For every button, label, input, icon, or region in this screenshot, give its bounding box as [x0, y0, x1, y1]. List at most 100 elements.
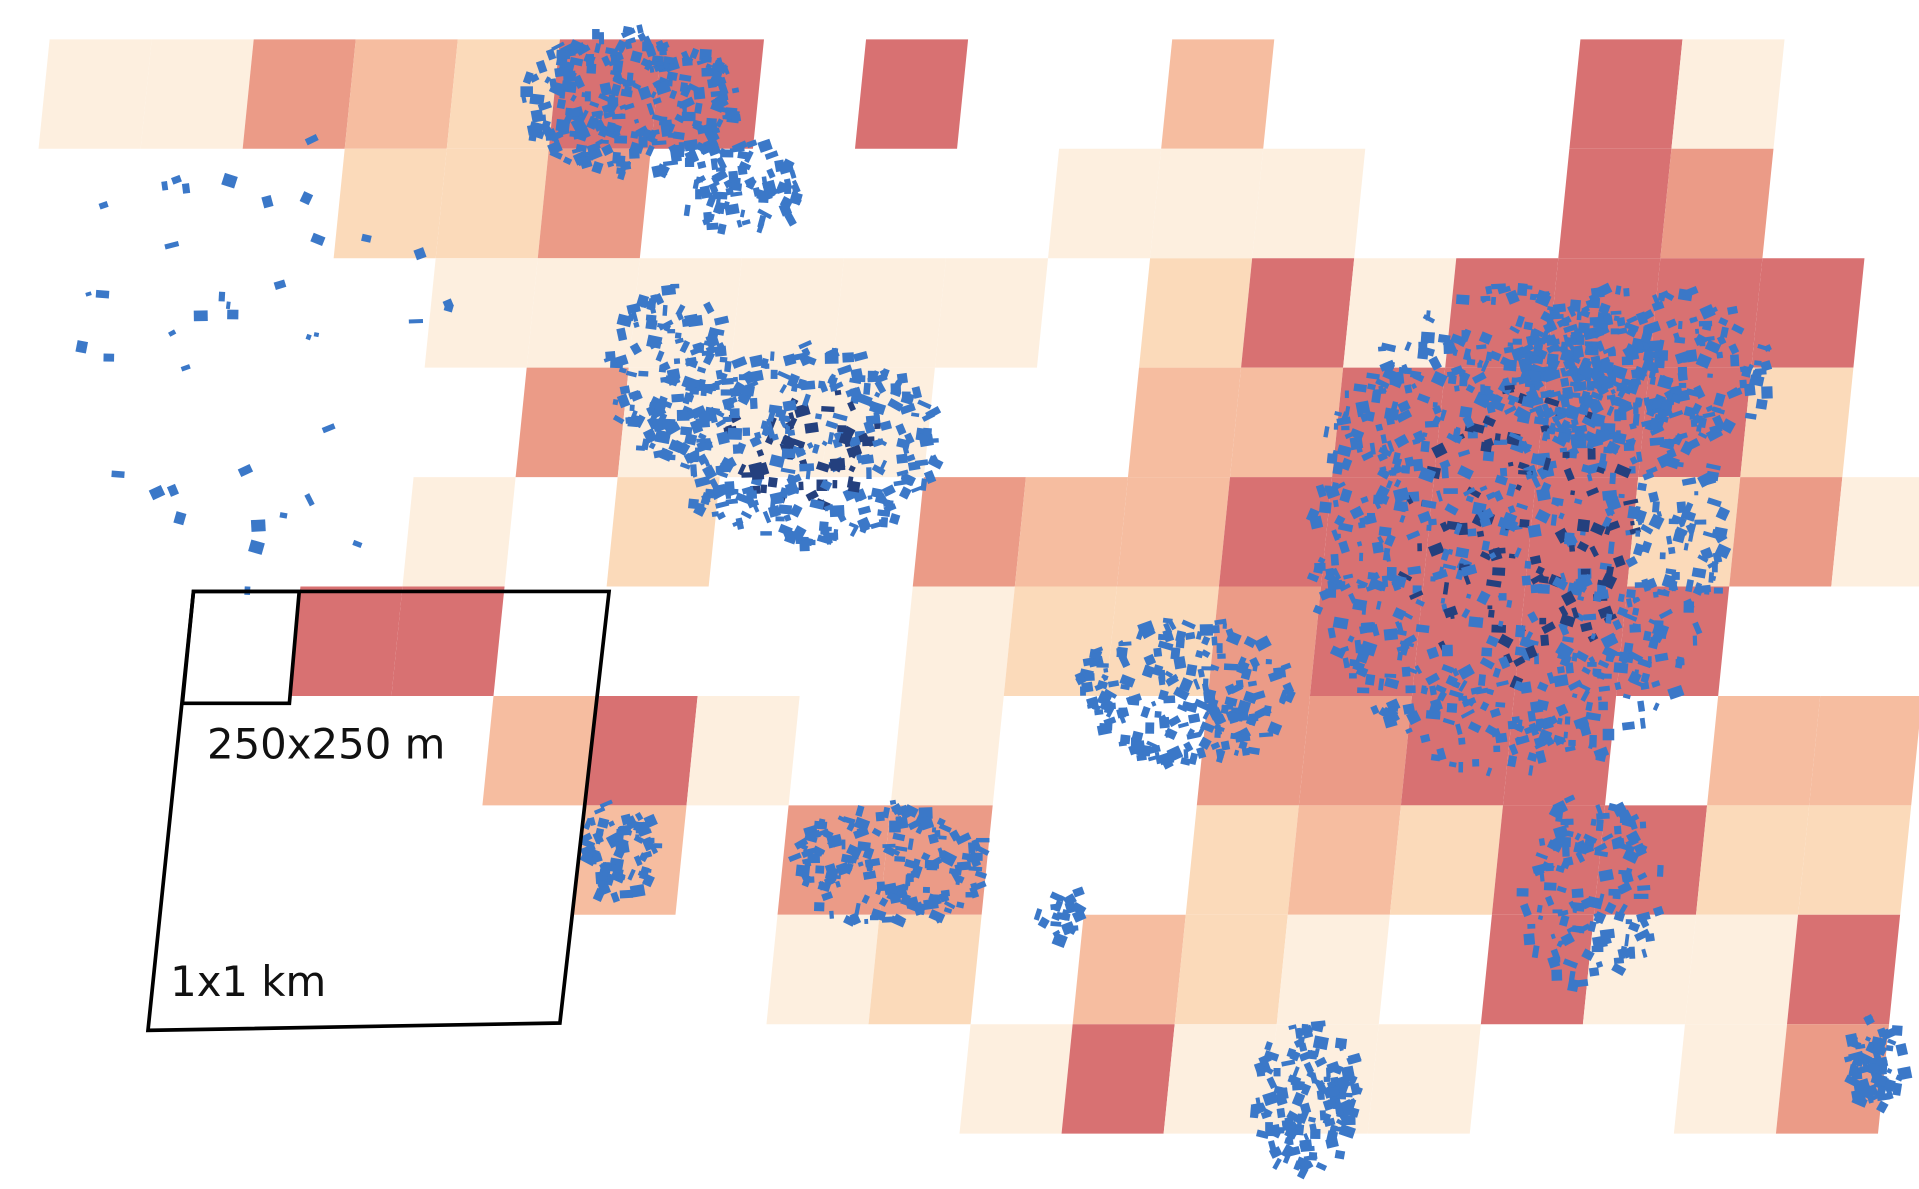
- building: [1608, 379, 1621, 388]
- building: [1555, 737, 1567, 746]
- building: [1465, 495, 1475, 503]
- building: [1380, 434, 1388, 444]
- building: [1392, 487, 1410, 503]
- building: [778, 202, 793, 217]
- building: [1639, 546, 1648, 553]
- building: [919, 815, 935, 831]
- building: [1323, 1086, 1340, 1099]
- building: [1515, 484, 1522, 491]
- building: [1598, 302, 1611, 315]
- building: [1517, 283, 1528, 297]
- building: [871, 827, 882, 837]
- grid-cell: [1072, 914, 1186, 1025]
- building: [1377, 535, 1385, 544]
- building: [75, 340, 89, 354]
- grid-cell: [1673, 1024, 1788, 1134]
- building: [1292, 1084, 1306, 1091]
- building: [571, 147, 583, 154]
- building: [1443, 488, 1458, 494]
- building: [1243, 690, 1258, 705]
- building: [671, 393, 685, 403]
- building: [1166, 745, 1184, 762]
- building: [864, 858, 873, 872]
- building: [1087, 702, 1099, 709]
- building: [803, 354, 817, 366]
- building: [663, 323, 671, 333]
- building: [1224, 696, 1238, 707]
- building: [1461, 608, 1471, 619]
- building: [1507, 505, 1516, 514]
- building: [706, 222, 719, 231]
- building: [628, 148, 640, 159]
- building: [1634, 928, 1651, 942]
- building: [704, 460, 711, 467]
- building: [250, 519, 266, 532]
- building: [731, 140, 748, 153]
- building: [1262, 1065, 1269, 1073]
- building: [1391, 579, 1402, 592]
- building: [1567, 978, 1580, 993]
- building: [1640, 523, 1654, 535]
- building: [1594, 429, 1612, 445]
- building: [619, 104, 627, 111]
- building: [1508, 743, 1519, 756]
- building: [1519, 519, 1530, 528]
- building: [1593, 288, 1600, 302]
- building: [811, 845, 825, 857]
- grid-cell: [344, 39, 458, 149]
- grid-cell: [1230, 367, 1344, 478]
- building: [1353, 383, 1367, 393]
- building: [835, 861, 851, 876]
- building: [601, 102, 615, 114]
- building: [1653, 620, 1664, 631]
- building: [1192, 678, 1201, 690]
- building: [867, 495, 873, 500]
- building: [779, 383, 788, 394]
- building: [1439, 459, 1451, 470]
- building: [1385, 480, 1393, 489]
- building: [1727, 305, 1739, 315]
- building: [780, 467, 796, 474]
- building: [955, 832, 972, 845]
- building: [616, 874, 626, 881]
- building: [1661, 573, 1677, 589]
- building: [1051, 912, 1062, 922]
- building: [684, 157, 695, 167]
- building: [849, 912, 862, 926]
- building: [310, 232, 326, 246]
- building: [1597, 579, 1612, 587]
- building: [1436, 747, 1447, 761]
- building: [1641, 419, 1654, 428]
- grid-cell: [526, 258, 640, 368]
- building: [648, 442, 656, 450]
- building: [1050, 921, 1062, 927]
- building: [1228, 712, 1243, 722]
- building: [1217, 653, 1226, 659]
- building: [1480, 295, 1491, 302]
- building: [1162, 617, 1173, 624]
- building: [1371, 623, 1380, 637]
- building: [1712, 551, 1723, 564]
- building: [615, 830, 625, 843]
- building: [1103, 716, 1117, 727]
- building: [1062, 893, 1077, 907]
- building: [1443, 605, 1458, 619]
- building: [737, 463, 747, 476]
- building: [1439, 409, 1447, 422]
- building: [1427, 542, 1445, 557]
- building: [1259, 732, 1274, 738]
- building: [815, 461, 831, 473]
- building: [714, 93, 729, 109]
- grid-cell: [1569, 39, 1683, 149]
- building: [299, 191, 314, 206]
- building: [1334, 1149, 1346, 1160]
- grid-cell: [1252, 148, 1366, 259]
- building: [1092, 646, 1104, 654]
- building: [1702, 530, 1717, 539]
- building: [528, 129, 538, 142]
- building: [787, 474, 794, 481]
- building: [1602, 728, 1615, 741]
- building: [1506, 483, 1517, 497]
- building: [1622, 693, 1631, 700]
- building: [1692, 635, 1698, 646]
